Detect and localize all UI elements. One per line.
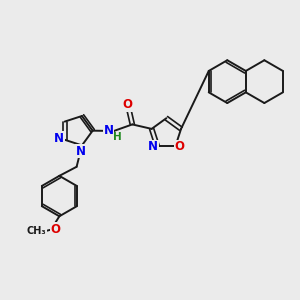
Text: H: H: [113, 132, 122, 142]
Text: O: O: [50, 223, 60, 236]
Text: N: N: [76, 145, 85, 158]
Text: O: O: [122, 98, 132, 111]
Text: O: O: [175, 140, 184, 153]
Text: N: N: [148, 140, 158, 153]
Text: CH₃: CH₃: [27, 226, 46, 236]
Text: N: N: [54, 132, 64, 145]
Text: N: N: [104, 124, 114, 136]
